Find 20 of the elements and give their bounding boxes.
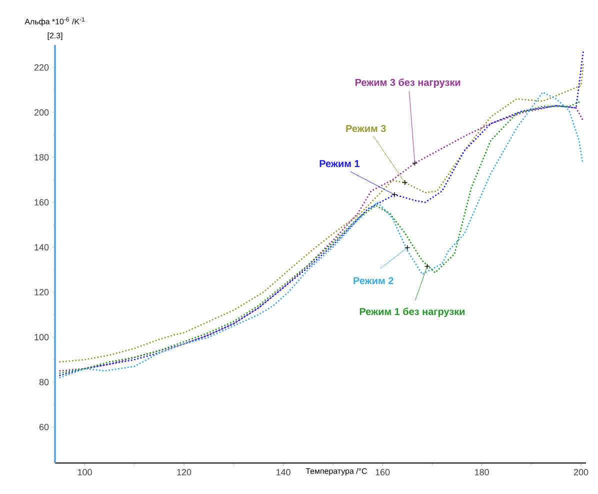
x-tick-label: 160	[376, 469, 390, 476]
x-tick-label: 100	[78, 469, 92, 476]
x-tick-label: 140	[276, 469, 290, 476]
annotation: Режим 3	[346, 124, 386, 132]
x-tick-label: 180	[475, 469, 489, 476]
annotation: Режим 3 без нагрузки	[355, 78, 460, 88]
y-tick-label: 160	[34, 199, 49, 206]
annotation: Режим 1 без нагрузки	[360, 308, 465, 318]
x-tick-label: 120	[177, 469, 192, 476]
x-tick-label: 200	[574, 469, 588, 476]
y-tick-label: 180	[34, 154, 49, 161]
y-tick-label: 100	[34, 334, 49, 340]
annotation: Режим 1	[320, 160, 360, 168]
annotation: Режим 2	[354, 277, 394, 284]
y-tick-label: 60	[39, 424, 49, 430]
y-tick-label: 80	[39, 378, 49, 386]
y-tick-label: 120	[34, 289, 49, 296]
y-tick-label: 140	[34, 244, 49, 250]
y-tick-label: 220	[34, 64, 49, 71]
y-tick-label: 200	[34, 109, 49, 116]
